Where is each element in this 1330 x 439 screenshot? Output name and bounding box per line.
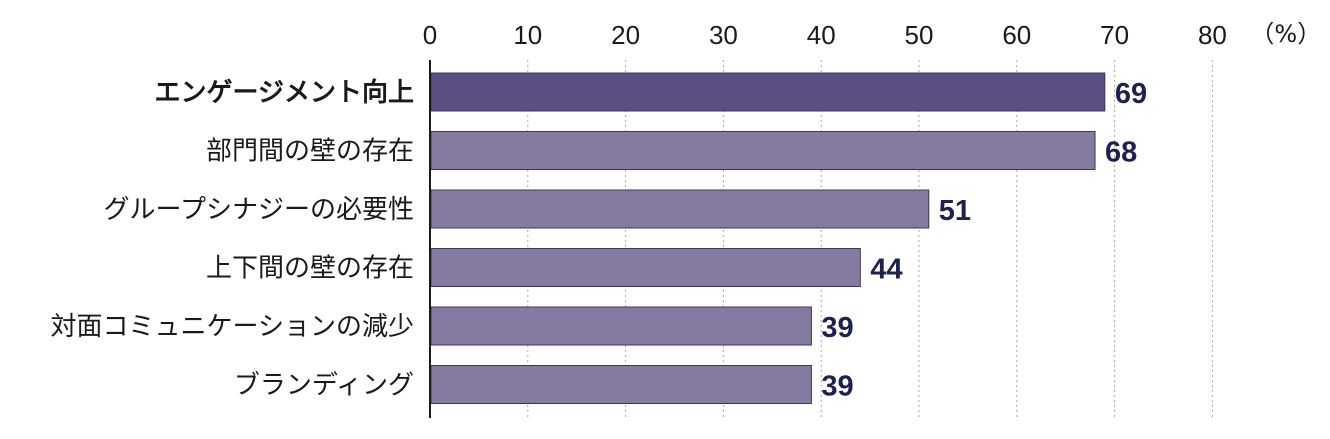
value-label: 51 (939, 195, 971, 227)
x-tick-label: 50 (905, 20, 934, 50)
value-label: 44 (870, 254, 902, 286)
value-label: 69 (1115, 78, 1147, 110)
value-label: 39 (821, 312, 853, 344)
bar (430, 306, 812, 346)
bar (430, 72, 1106, 112)
category-label: グループシナジーの必要性 (104, 195, 414, 225)
category-label: 部門間の壁の存在 (206, 137, 414, 167)
category-label: 対面コミュニケーションの減少 (51, 312, 414, 342)
x-axis-ticks: 0 10 20 30 40 50 60 70 80 (423, 20, 1227, 50)
x-tick-label: 40 (807, 20, 836, 50)
category-label: 上下間の壁の存在 (206, 254, 414, 284)
category-label: エンゲージメント向上 (155, 77, 414, 108)
value-label: 39 (821, 371, 853, 403)
x-tick-label: 20 (611, 20, 640, 50)
bar (430, 248, 861, 287)
value-label: 68 (1105, 137, 1137, 169)
grid-layer (527, 60, 1213, 418)
x-tick-label: 10 (513, 20, 542, 50)
unit-label: （%） (1250, 20, 1321, 48)
bars: エンゲージメント向上 69 部門間の壁の存在 68 グループシナジーの必要性 51 上下間の… (51, 72, 1147, 404)
x-tick-label: 70 (1100, 20, 1129, 50)
bar (430, 365, 812, 404)
bar (430, 131, 1096, 170)
x-tick-label: 30 (709, 20, 738, 50)
bar (430, 189, 930, 229)
x-tick-label: 0 (423, 20, 437, 50)
x-tick-label: 60 (1002, 20, 1031, 50)
category-label: ブランディング (234, 371, 414, 401)
x-tick-label: 80 (1198, 20, 1227, 50)
